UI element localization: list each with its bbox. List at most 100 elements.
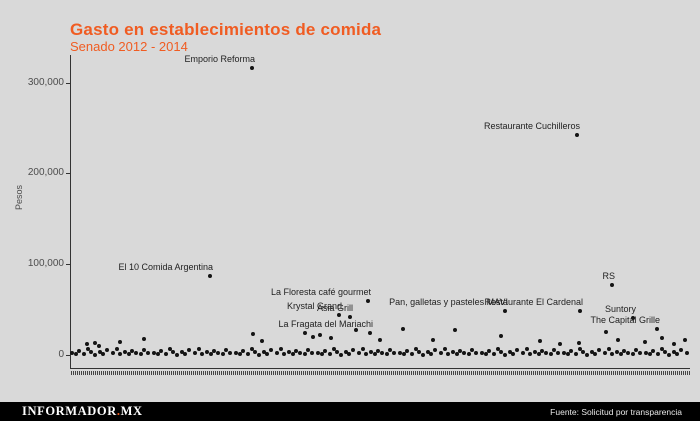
data-point xyxy=(234,351,238,356)
data-point xyxy=(212,348,216,353)
data-point xyxy=(604,330,608,335)
data-point xyxy=(663,350,667,355)
data-point xyxy=(134,351,138,355)
data-point xyxy=(638,351,642,356)
data-point xyxy=(575,133,579,138)
data-point xyxy=(410,351,414,356)
data-point xyxy=(303,352,307,357)
data-point xyxy=(380,351,384,355)
data-point xyxy=(562,351,566,356)
data-point xyxy=(320,352,324,357)
data-point xyxy=(660,335,664,340)
data-point xyxy=(82,351,86,356)
data-point xyxy=(130,348,134,353)
data-point xyxy=(651,348,655,353)
brand-logo: INFORMADOR.MX xyxy=(22,404,143,419)
data-point xyxy=(205,350,209,355)
data-point xyxy=(622,348,626,353)
data-point xyxy=(77,348,81,353)
data-point xyxy=(142,336,146,341)
data-point xyxy=(337,313,341,318)
data-point xyxy=(433,348,437,353)
x-axis-rug xyxy=(71,371,690,375)
point-label: Restaurante El Cardenal xyxy=(484,297,583,308)
data-point xyxy=(603,350,607,355)
data-point xyxy=(180,349,184,354)
y-tick-mark xyxy=(66,355,70,356)
data-point xyxy=(373,352,377,356)
data-point xyxy=(685,350,689,355)
data-point xyxy=(111,350,115,355)
data-point xyxy=(626,351,630,355)
data-point xyxy=(335,350,339,355)
data-point xyxy=(361,346,365,351)
data-point xyxy=(344,349,348,354)
data-point xyxy=(318,333,322,338)
data-point xyxy=(311,334,315,339)
y-axis-line xyxy=(70,55,71,368)
data-point xyxy=(168,347,172,352)
data-point xyxy=(85,342,89,347)
point-label: The Capital Grille xyxy=(590,314,660,325)
data-point xyxy=(552,347,556,352)
data-point xyxy=(97,343,101,348)
x-axis-line xyxy=(70,368,690,369)
data-point xyxy=(187,348,191,353)
data-point xyxy=(398,351,402,356)
data-point xyxy=(656,351,660,356)
data-point xyxy=(357,350,361,355)
data-point xyxy=(139,352,143,357)
data-point xyxy=(251,332,255,337)
y-tick-mark xyxy=(66,264,70,266)
data-point xyxy=(655,326,659,331)
data-point xyxy=(499,350,503,355)
data-point xyxy=(388,347,392,352)
point-label: Restaurante Cuchilleros xyxy=(483,121,580,132)
data-point xyxy=(508,349,512,354)
y-axis-label: Pesos xyxy=(14,184,24,210)
data-point xyxy=(511,351,515,356)
data-point xyxy=(429,351,433,356)
data-point xyxy=(631,315,635,320)
data-point xyxy=(528,352,532,357)
data-point xyxy=(221,352,225,357)
data-point xyxy=(421,352,425,357)
y-tick-label: 300,000 xyxy=(27,76,64,88)
data-point xyxy=(431,338,435,343)
data-point xyxy=(118,340,122,345)
data-point xyxy=(549,352,553,357)
data-point xyxy=(265,351,269,356)
data-point xyxy=(607,346,611,351)
data-point xyxy=(480,351,484,356)
data-point xyxy=(610,352,614,357)
data-point xyxy=(634,347,638,352)
data-point xyxy=(209,352,213,356)
data-point xyxy=(496,347,500,352)
data-point xyxy=(446,352,450,357)
data-point xyxy=(246,351,250,356)
data-point xyxy=(183,351,187,356)
data-point xyxy=(648,352,652,357)
data-point xyxy=(533,350,537,355)
data-point xyxy=(200,352,204,357)
data-point xyxy=(597,348,601,353)
data-point xyxy=(159,348,163,353)
data-point xyxy=(675,351,679,356)
data-point xyxy=(443,346,447,351)
data-point xyxy=(257,352,261,357)
y-tick-label: 100,000 xyxy=(27,258,64,270)
data-point xyxy=(86,347,90,352)
data-point xyxy=(455,352,459,356)
point-label: Pan, galletas y pasteles MAVI xyxy=(389,296,508,307)
data-point xyxy=(578,309,582,314)
data-point xyxy=(316,351,320,356)
data-point xyxy=(152,351,156,356)
data-point xyxy=(146,351,150,356)
chart-title: Gasto en establecimientos de comida xyxy=(70,20,382,39)
footer-bar: INFORMADOR.MX Fuente: Solicitud por tran… xyxy=(0,402,700,421)
data-point xyxy=(291,352,295,356)
brand-left: INFORMADOR xyxy=(22,404,117,418)
data-point xyxy=(451,350,455,355)
y-tick-label: 0 xyxy=(58,349,64,360)
